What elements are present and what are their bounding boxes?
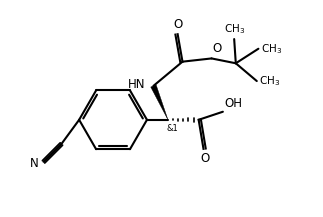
Text: CH$_3$: CH$_3$ [259, 74, 281, 88]
Text: OH: OH [224, 97, 243, 110]
Text: CH$_3$: CH$_3$ [261, 42, 282, 56]
Text: HN: HN [128, 78, 145, 91]
Text: O: O [173, 18, 182, 31]
Polygon shape [151, 85, 168, 120]
Text: &1: &1 [166, 124, 178, 133]
Text: O: O [212, 42, 222, 54]
Text: O: O [201, 152, 210, 165]
Text: N: N [30, 157, 39, 170]
Text: CH$_3$: CH$_3$ [224, 22, 245, 36]
